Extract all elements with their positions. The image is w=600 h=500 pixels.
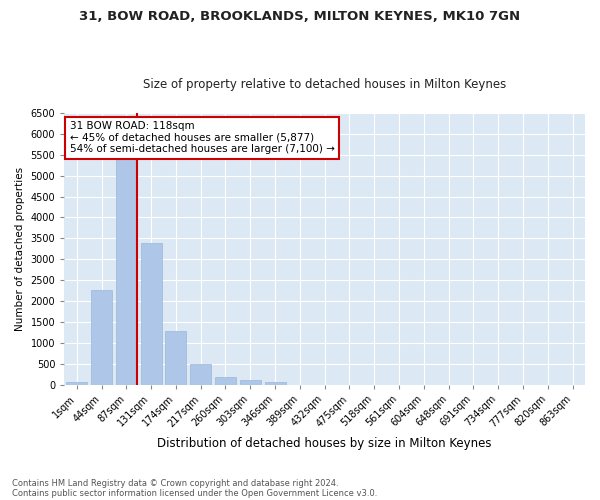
Bar — [240, 380, 261, 384]
Text: 31, BOW ROAD, BROOKLANDS, MILTON KEYNES, MK10 7GN: 31, BOW ROAD, BROOKLANDS, MILTON KEYNES,… — [79, 10, 521, 23]
Bar — [140, 244, 161, 384]
Bar — [166, 330, 187, 384]
Bar — [215, 376, 236, 384]
Text: Contains HM Land Registry data © Crown copyright and database right 2024.: Contains HM Land Registry data © Crown c… — [12, 478, 338, 488]
Text: 31 BOW ROAD: 118sqm
← 45% of detached houses are smaller (5,877)
54% of semi-det: 31 BOW ROAD: 118sqm ← 45% of detached ho… — [70, 121, 334, 154]
X-axis label: Distribution of detached houses by size in Milton Keynes: Distribution of detached houses by size … — [157, 437, 492, 450]
Bar — [91, 290, 112, 384]
Bar — [190, 364, 211, 384]
Bar — [66, 382, 87, 384]
Y-axis label: Number of detached properties: Number of detached properties — [15, 167, 25, 331]
Bar — [116, 156, 137, 384]
Bar — [265, 382, 286, 384]
Text: Contains public sector information licensed under the Open Government Licence v3: Contains public sector information licen… — [12, 488, 377, 498]
Title: Size of property relative to detached houses in Milton Keynes: Size of property relative to detached ho… — [143, 78, 506, 91]
